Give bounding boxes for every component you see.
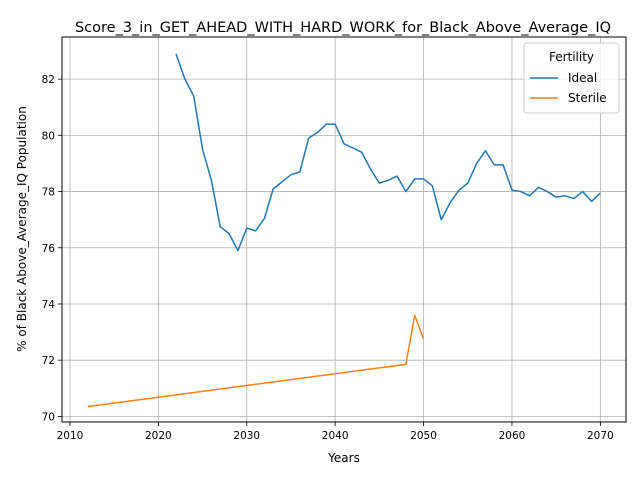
x-tick-label: 2050: [410, 430, 437, 442]
y-tick-label: 80: [42, 130, 55, 142]
y-axis-label: % of Black Above_Average_IQ Population: [15, 106, 29, 352]
y-tick-label: 78: [42, 187, 55, 199]
series-line-ideal: [175, 53, 601, 252]
y-tick-label: 70: [42, 411, 55, 423]
legend-label-sterile: Sterile: [568, 91, 607, 105]
x-tick-label: 2020: [145, 430, 172, 442]
legend: Fertility Ideal Sterile: [523, 42, 620, 114]
series-lines: [87, 53, 601, 408]
legend-title: Fertility: [549, 50, 594, 64]
x-tick-label: 2070: [587, 430, 614, 442]
x-tick-label: 2040: [322, 430, 349, 442]
x-axis-label: Years: [327, 451, 360, 465]
y-tick-label: 76: [42, 243, 56, 255]
series-line-sterile: [87, 314, 425, 408]
x-tick-label: 2010: [57, 430, 84, 442]
x-tick-label: 2060: [499, 430, 526, 442]
y-tick-label: 74: [42, 299, 56, 311]
x-tick-label: 2030: [233, 430, 260, 442]
legend-label-ideal: Ideal: [568, 71, 597, 85]
y-tick-label: 82: [42, 74, 55, 86]
axis-ticks: 2010 2020 2030 2040 2050 2060 2070 70 72 74 76 78 80…: [42, 74, 614, 442]
y-tick-label: 72: [42, 355, 55, 367]
legend-box: [523, 42, 620, 114]
plot-frame: [61, 36, 627, 423]
chart-title: Score_3_in_GET_AHEAD_WITH_HARD_WORK_for_…: [75, 20, 611, 36]
